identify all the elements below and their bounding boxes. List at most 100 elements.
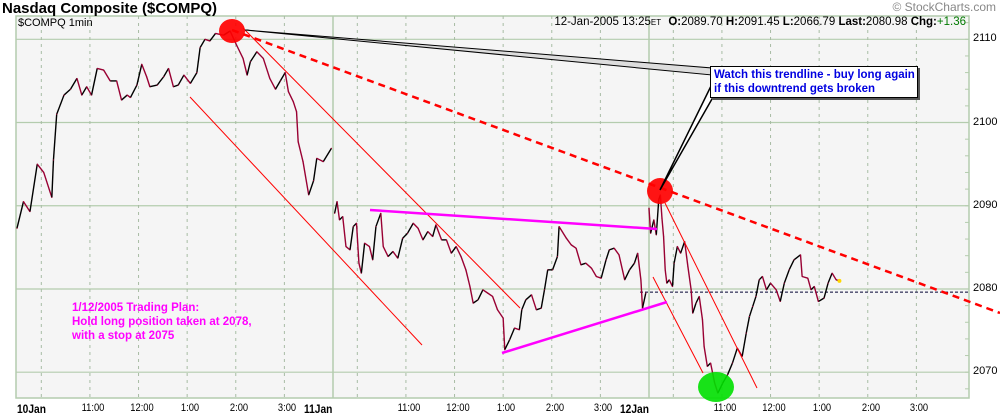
price-point [551,269,554,271]
price-segment [775,289,781,302]
price-point [671,285,674,288]
price-point [509,339,511,341]
price-segment [349,226,354,250]
price-segment [287,91,294,103]
price-segment [556,226,560,257]
price-segment [177,74,185,86]
price-segment [69,78,78,90]
price-point [136,84,138,86]
last-price-marker [837,278,842,283]
price-segment [624,269,631,281]
price-point [342,215,344,218]
price-point [334,212,336,214]
change-label: Chg: [910,16,937,28]
plan-line: 1/12/2005 Trading Plan: [72,302,200,314]
price-segment [465,269,471,287]
price-segment [156,76,165,86]
price-segment [799,254,803,277]
price-point [687,265,689,268]
x-tick-label: 1:00 [497,402,516,414]
price-segment [380,213,384,247]
price-point [189,82,191,85]
callout-line: if this downtrend gets broken [714,83,876,95]
price-segment [703,346,709,367]
price-point [297,141,299,143]
price-segment [640,279,644,309]
callout-line: Watch this trendline - buy long again [714,69,915,81]
price-point [477,299,479,301]
price-segment [402,232,409,239]
x-tick-label: 3:00 [278,402,297,414]
price-segment [435,224,443,241]
price-point [330,147,332,149]
price-point [556,255,559,258]
price-point [126,94,128,96]
price-point [460,255,462,258]
price-segment [145,76,151,87]
price-point [352,225,354,228]
open-value: 2089.70 [681,16,723,28]
price-point [417,227,419,229]
x-tick-label: 2:00 [229,402,248,414]
price-segment [496,309,504,319]
price-segment [167,68,175,87]
y-tick-label: 2090 [973,198,998,211]
low-value: 2066.79 [793,16,836,28]
price-point [364,242,366,244]
price-point [204,38,206,40]
price-segment [149,84,158,88]
price-point [624,279,626,281]
price-segment [22,201,31,212]
price-segment [43,172,53,198]
price-segment [183,74,191,84]
copyright: © StockCharts.com [892,0,996,14]
price-point [445,239,448,241]
price-point [472,302,474,304]
price-point [455,245,457,248]
price-point [605,259,607,261]
price-segment [683,241,689,267]
price-segment [196,47,201,73]
price-point [284,71,286,74]
price-point [368,245,371,248]
price-point [242,57,244,60]
price-point [752,305,754,308]
x-day-label: 11Jan [304,402,333,416]
price-segment [551,256,559,271]
price-segment [355,223,360,264]
price-point [103,69,105,71]
trendline-callout: Watch this trendline - buy long again if… [710,66,918,98]
price-point [502,317,504,319]
price-segment [698,296,704,320]
price-segment [575,247,582,266]
price-segment [590,267,597,277]
price-segment [397,238,404,259]
price-point [799,254,802,256]
price-segment [450,246,457,254]
price-segment [412,222,419,229]
price-segment [345,245,351,251]
price-point [292,101,294,103]
price-point [43,171,45,174]
price-segment [368,246,374,261]
price-point [29,210,31,213]
price-segment [284,72,290,92]
price-point [109,80,111,82]
price-segment [364,242,370,248]
price-point [655,234,657,236]
price-point [575,247,577,249]
price-segment [649,219,655,234]
channel-line-upper [242,27,521,309]
price-point [427,230,429,233]
price-point [709,362,712,364]
price-point [618,254,620,256]
price-point [690,289,692,291]
price-point [392,250,394,253]
x-tick-label: 3:00 [594,402,613,414]
price-segment [204,38,211,42]
price-segment [387,251,394,258]
price-point [235,44,238,46]
price-segment [136,64,143,86]
price-point [645,292,647,294]
